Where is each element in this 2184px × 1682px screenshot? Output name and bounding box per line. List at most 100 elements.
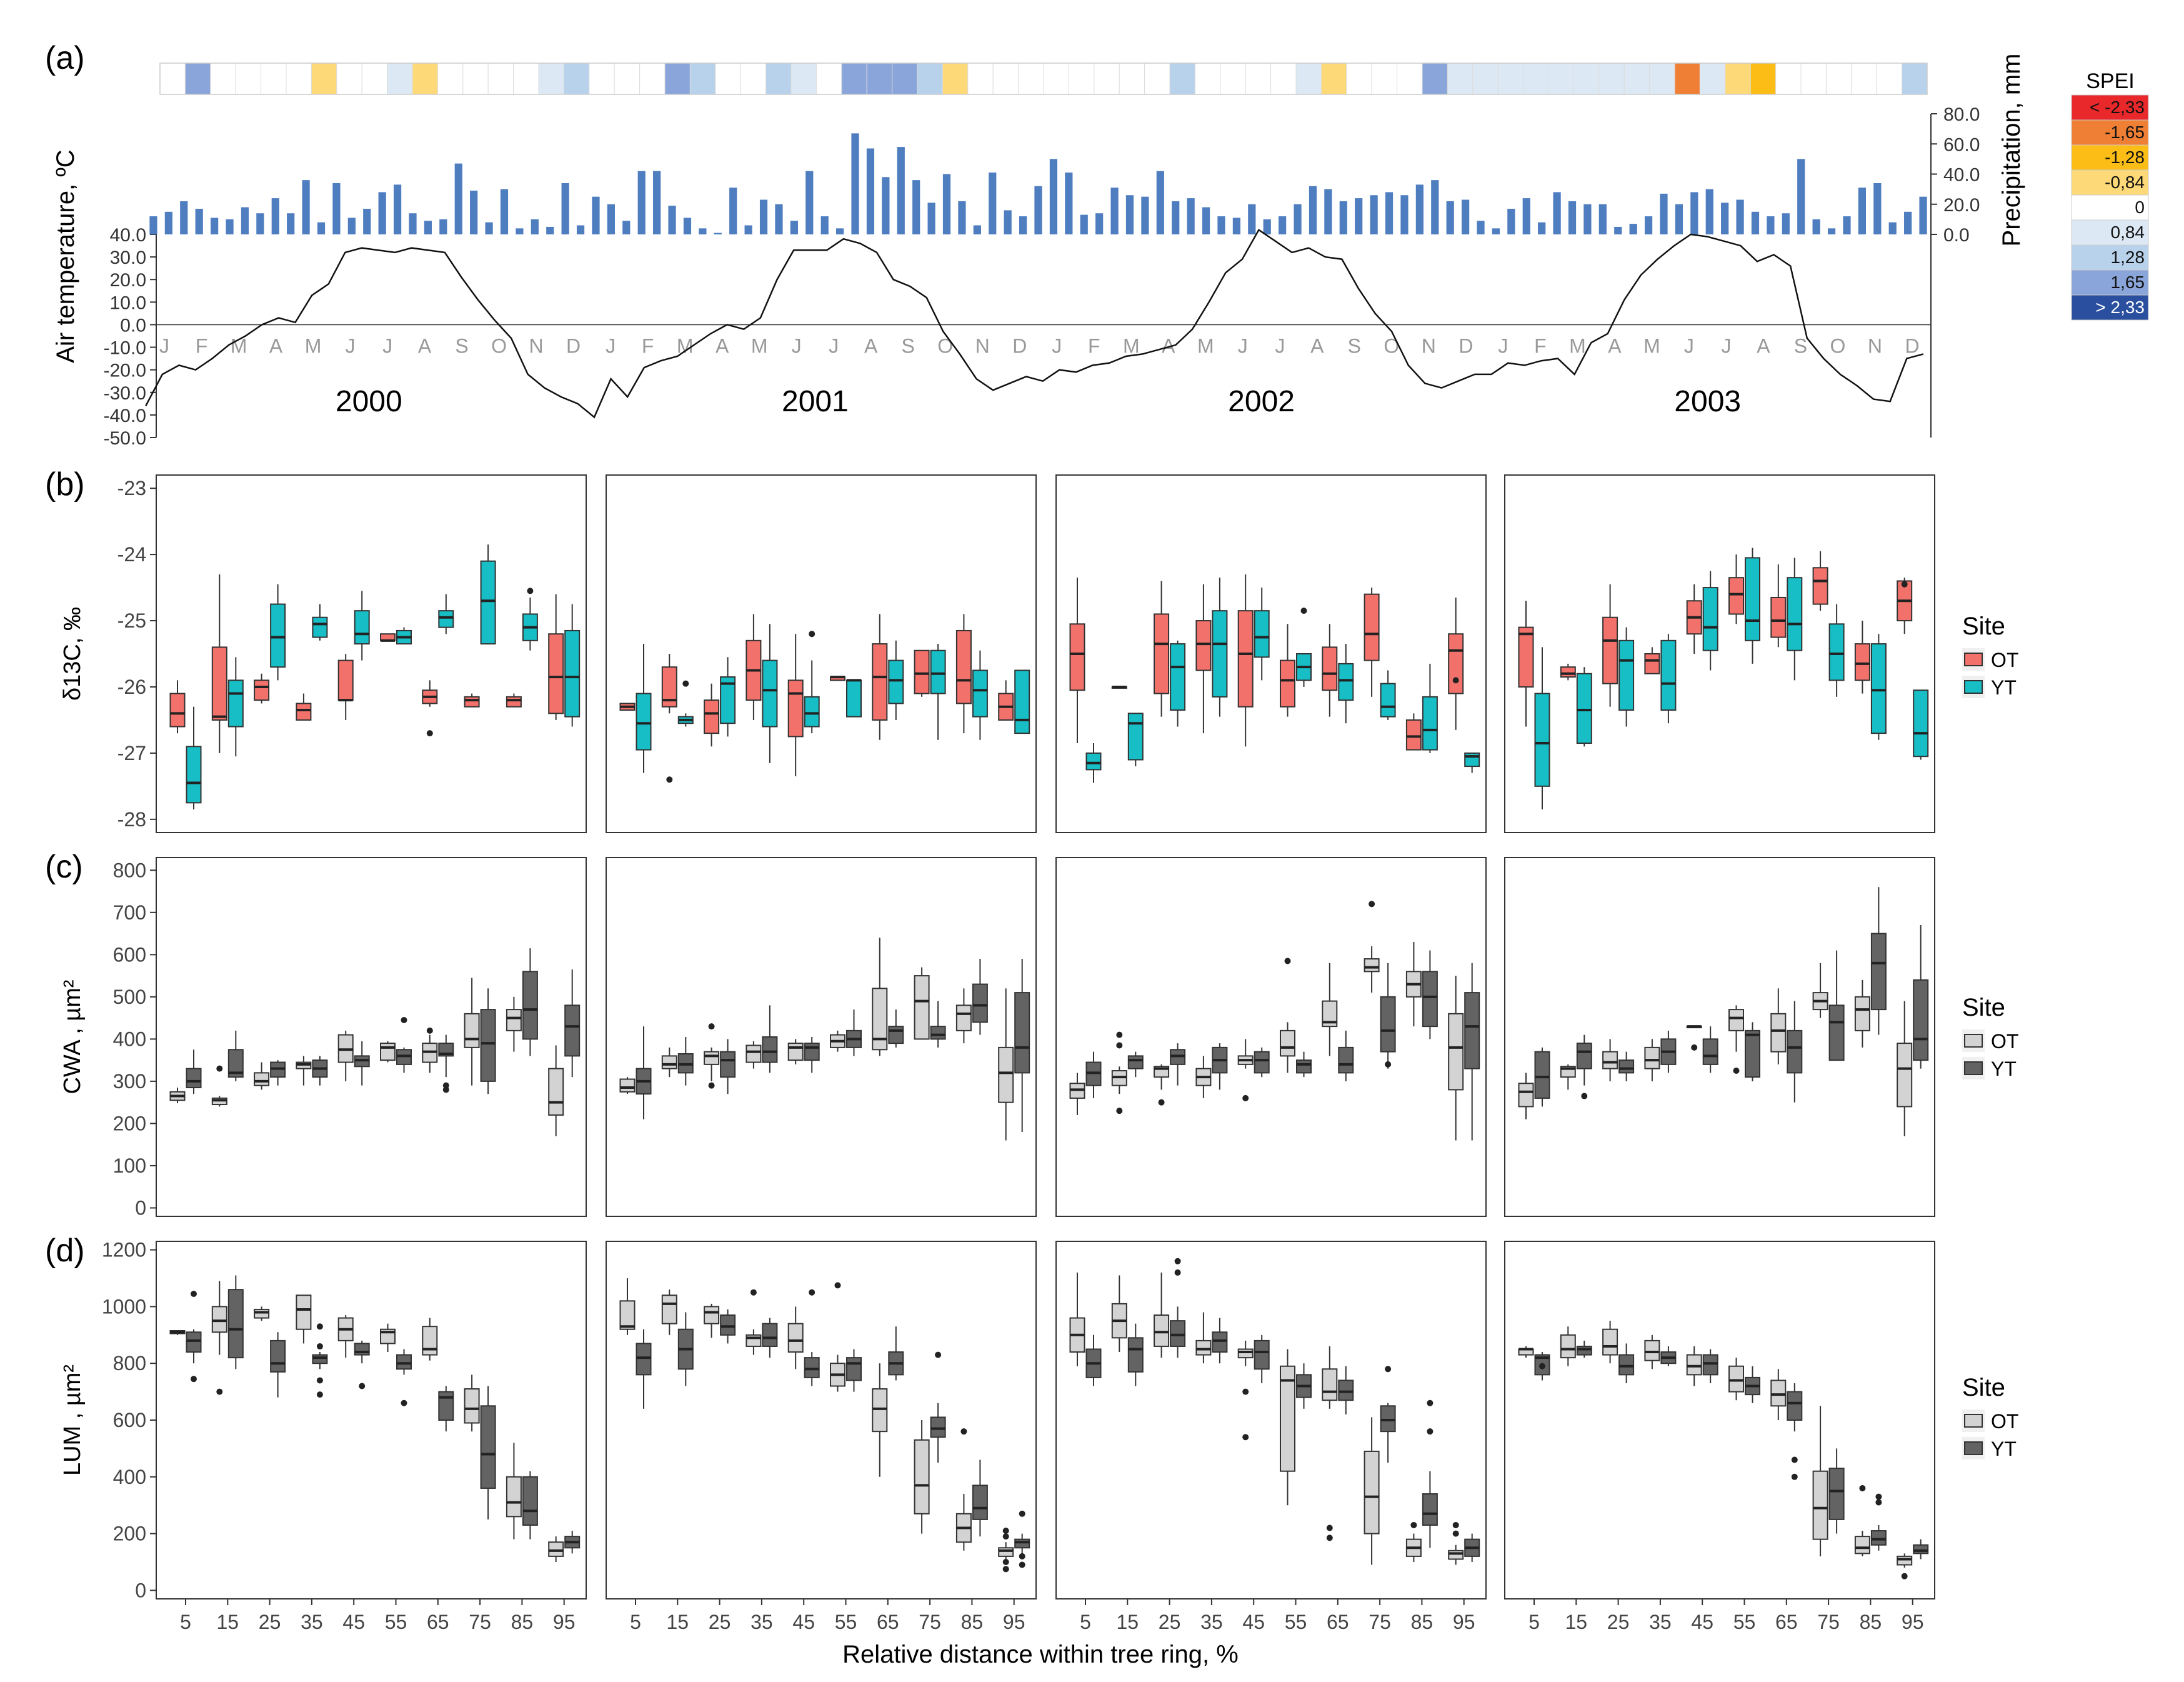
- outlier-point: [1385, 1366, 1392, 1373]
- month-label: J: [1238, 334, 1248, 357]
- outlier-point: [316, 1323, 323, 1330]
- spei-cell: [412, 63, 438, 95]
- spei-cell: [1194, 63, 1221, 95]
- precip-bar: [409, 213, 417, 234]
- precip-bar: [1004, 210, 1012, 234]
- precip-bar: [576, 225, 585, 234]
- precip-bar: [271, 198, 279, 234]
- outlier-point: [1875, 1499, 1882, 1506]
- box-yt: [720, 676, 736, 724]
- box-ot: [872, 643, 888, 721]
- spei-cell: [942, 63, 969, 95]
- x-tick-label: 55: [385, 1611, 407, 1633]
- outlier-point: [1859, 1484, 1866, 1491]
- box-yt: [564, 629, 581, 718]
- x-tick-label: 85: [1411, 1611, 1434, 1633]
- x-tick-label: 25: [709, 1611, 731, 1633]
- precip-bar: [1629, 224, 1637, 234]
- panel-label-a: (a): [45, 40, 85, 76]
- outlier-point: [1791, 1456, 1798, 1463]
- precip-bar: [622, 221, 631, 234]
- box-ot: [1686, 1354, 1702, 1376]
- outlier-point: [1116, 1031, 1123, 1038]
- precip-bar: [805, 171, 814, 234]
- spei-legend-swatch: [2071, 144, 2149, 171]
- month-label: A: [418, 334, 432, 357]
- precip-bar: [485, 222, 493, 234]
- spei-cell: [1220, 63, 1246, 95]
- legend-label-yt: YT: [1991, 1058, 2017, 1080]
- y-tick-label: 1000: [102, 1295, 146, 1318]
- spei-cell: [740, 63, 767, 95]
- box-ot: [506, 696, 522, 708]
- box-ot: [506, 1009, 522, 1031]
- x-axis-title: Relative distance within tree ring, %: [842, 1641, 1239, 1668]
- x-tick-label: 15: [217, 1611, 239, 1633]
- outlier-point: [191, 1376, 197, 1383]
- month-label: A: [269, 334, 283, 357]
- box-ot: [254, 1072, 270, 1086]
- month-label: D: [1458, 334, 1473, 357]
- box-yt: [762, 1323, 778, 1347]
- precip-bar: [973, 225, 981, 234]
- precip-bar: [668, 206, 676, 234]
- precip-bar: [1888, 222, 1897, 234]
- precip-bar: [180, 201, 188, 234]
- box-ot: [955, 629, 972, 704]
- box-yt: [762, 1036, 778, 1063]
- spei-cell: [387, 63, 413, 95]
- x-tick-label: 95: [1003, 1611, 1025, 1633]
- outlier-point: [1002, 1528, 1009, 1534]
- spei-cell: [538, 63, 564, 95]
- legend-key-yt: [1964, 1441, 1983, 1455]
- box-yt: [1464, 752, 1480, 768]
- spei-cell: [1699, 63, 1726, 95]
- outlier-point: [442, 1086, 449, 1093]
- precip-bar: [1675, 204, 1683, 234]
- precip-bar: [1049, 159, 1058, 234]
- legend-label-yt: YT: [1991, 1438, 2017, 1460]
- month-label: M: [1643, 334, 1660, 357]
- month-label: J: [1721, 334, 1731, 357]
- x-tick-label: 15: [1565, 1611, 1588, 1633]
- box-ot: [661, 666, 677, 708]
- box-yt: [1127, 1337, 1144, 1373]
- box-yt: [846, 679, 862, 718]
- box-ot: [1728, 1365, 1744, 1393]
- outlier-point: [316, 1391, 323, 1398]
- box-ot: [787, 1043, 804, 1061]
- spei-cell: [1169, 63, 1195, 95]
- precip-bar: [1446, 201, 1454, 234]
- box-yt: [522, 971, 538, 1040]
- x-tick-label: 25: [1159, 1611, 1181, 1633]
- month-label: J: [829, 334, 839, 357]
- legend-key-ot: [1964, 1414, 1983, 1428]
- y-tick-label: 300: [113, 1070, 146, 1093]
- box-ot: [1560, 1334, 1576, 1359]
- box-yt: [1745, 557, 1760, 641]
- outlier-point: [1452, 1521, 1459, 1528]
- outlier-point: [1427, 1399, 1434, 1406]
- y-tick-label: 400: [113, 1466, 146, 1488]
- outlier-point: [1427, 1428, 1434, 1435]
- box-ot: [1602, 1328, 1618, 1356]
- x-tick-label: 15: [1117, 1611, 1139, 1633]
- box-yt: [1170, 1320, 1186, 1347]
- precip-bar: [1477, 221, 1485, 234]
- facet-frame: [156, 857, 587, 1217]
- box-ot: [704, 1306, 720, 1324]
- spei-legend-swatch: [2071, 119, 2149, 146]
- box-ot: [1854, 643, 1870, 681]
- spei-cell: [589, 63, 615, 95]
- y-tick-label: -24: [117, 543, 146, 566]
- precip-bar: [653, 171, 661, 234]
- outlier-point: [1581, 1093, 1588, 1099]
- box-ot: [1069, 623, 1085, 691]
- x-tick-label: 35: [750, 1611, 773, 1633]
- box-ot: [211, 646, 227, 721]
- box-ot: [1518, 626, 1534, 688]
- outlier-point: [1174, 1258, 1181, 1264]
- box-ot: [296, 703, 312, 721]
- facet-frame: [156, 474, 587, 833]
- spei-cell: [1422, 63, 1448, 95]
